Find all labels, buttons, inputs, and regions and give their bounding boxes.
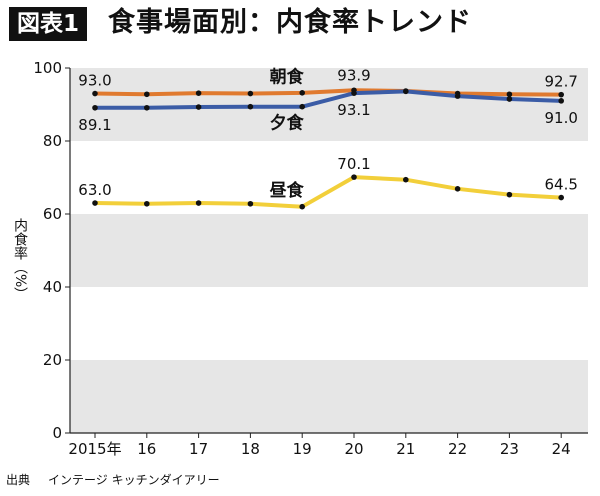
source-text: インテージ キッチンダイアリー [48,473,220,487]
data-labels: 朝食 93.0 93.9 92.7 夕食 89.1 93.1 91.0 昼食 63.0 70.1 64… [78,66,578,201]
background-bands [70,68,588,433]
data-point [454,93,461,99]
data-value-label: 63.0 [78,181,111,199]
data-point [454,186,461,192]
data-value-label: 70.1 [337,155,370,173]
data-point [506,96,513,102]
data-point [247,90,254,97]
source-note: 出典 インテージ キッチンダイアリー [6,471,220,489]
data-point [299,90,306,96]
data-value-label: 93.9 [337,66,370,84]
data-point [247,103,254,110]
data-value-label: 64.5 [544,176,577,194]
x-tick-label: 17 [189,440,208,458]
y-tick-label: 100 [33,59,62,77]
data-point [195,90,202,96]
x-tick-label: 21 [396,440,415,458]
data-point [403,176,409,183]
series-line-0 [93,88,564,97]
data-point [403,88,409,95]
data-point [144,200,150,207]
data-point [92,200,98,206]
y-axis-title: 内食率（%） [12,218,28,301]
series-line-1 [93,89,564,110]
data-point [195,104,202,110]
figure-number-badge: 図表1 [9,7,88,41]
data-point [299,103,306,110]
data-point [506,91,513,98]
series-name-label: 朝食 [270,66,305,87]
data-point [351,90,357,96]
series-name-label: 昼食 [270,180,305,201]
data-value-label: 92.7 [544,73,577,91]
y-tick-label: 20 [43,351,62,369]
y-tick-label: 60 [43,205,62,223]
data-value-label: 93.1 [337,101,370,119]
x-tick-label: 20 [344,440,363,458]
grid-band [70,360,588,433]
grid-band [70,214,588,287]
source-label: 出典 [6,473,31,487]
series-line-2 [93,175,564,209]
data-point [92,90,98,97]
data-point [144,104,150,111]
x-tick-label: 2015年 [68,440,121,458]
x-tick-label: 16 [137,440,156,458]
data-point [247,200,254,207]
axes: 0 20 40 60 80 100 2015年 16 17 18 19 20 21 22 23 24 内食率（%… [12,59,588,458]
x-tick-label: 23 [500,440,519,458]
data-point [92,104,98,111]
chart-title: 食事場面別：内食率トレンド [108,7,472,38]
x-tick-label: 18 [241,440,260,458]
series-lines [92,87,564,210]
data-point [144,91,150,98]
x-tick-label: 22 [448,440,467,458]
data-value-label: 93.0 [78,72,111,90]
data-point [558,98,564,104]
data-point [506,191,513,198]
data-point [195,200,202,206]
y-tick-label: 40 [43,278,62,296]
data-value-label: 89.1 [78,116,111,134]
series-name-label: 夕食 [270,113,305,134]
grid-band [70,68,588,141]
data-point [558,194,564,201]
y-tick-label: 80 [43,132,62,150]
y-tick-label: 0 [52,424,62,442]
data-point [351,174,357,180]
data-point [558,91,564,98]
data-value-label: 91.0 [544,109,577,127]
x-tick-label: 24 [552,440,571,458]
x-tick-label: 19 [293,440,312,458]
data-point [299,203,306,210]
chart-header: 図表1 食事場面別：内食率トレンド [0,0,600,46]
